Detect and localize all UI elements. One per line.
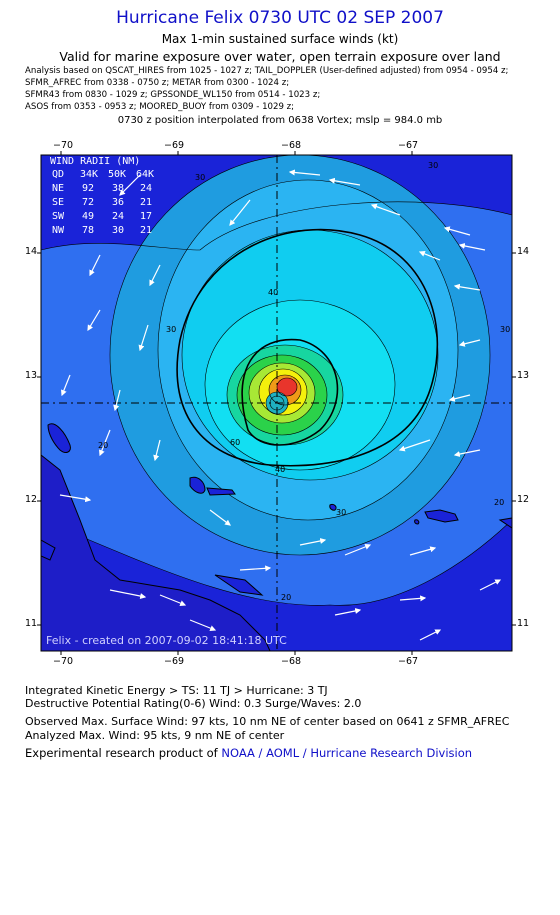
x-tick-top: −68: [281, 140, 302, 151]
x-tick-bottom: −69: [164, 656, 185, 667]
hrd-link[interactable]: NOAA / AOML / Hurricane Research Divisio…: [221, 746, 473, 760]
center-crosshair: [41, 155, 512, 651]
contour-label: 20: [494, 498, 504, 507]
wind-radii-value: 24: [140, 183, 152, 194]
wind-radii-table: WIND RADII (NM) QD 34K 50K 64K NE 92 38 …: [50, 156, 154, 236]
wind-radii-value: 92: [82, 183, 94, 194]
wind-radii-value: 21: [140, 225, 152, 236]
y-tick-left: 14: [25, 246, 38, 257]
map-subtitle-units: Max 1-min sustained surface winds (kt): [161, 32, 399, 46]
wind-radii-quadrant: SE: [52, 197, 64, 208]
y-tick-right: 11: [517, 618, 530, 629]
wind-radii-header: 64K: [136, 169, 154, 180]
x-tick-bottom: −67: [398, 656, 419, 667]
analysis-line: Analysis based on QSCAT_HIRES from 1025 …: [25, 66, 509, 76]
footer-observed-max: Observed Max. Surface Wind: 97 kts, 10 n…: [25, 715, 510, 728]
map-title: Hurricane Felix 0730 UTC 02 SEP 2007: [116, 8, 444, 28]
wind-radii-value: 17: [140, 211, 152, 222]
x-tick-top: −67: [398, 140, 419, 151]
plot-frame: [40, 154, 513, 652]
axis-ticks: [37, 151, 516, 655]
contour-label: 30: [166, 325, 176, 334]
analysis-line: ASOS from 0353 - 0953 z; MOORED_BUOY fro…: [25, 102, 295, 112]
y-tick-left: 11: [25, 618, 38, 629]
contour-label: 60: [230, 438, 240, 447]
x-tick-bottom: −68: [281, 656, 302, 667]
x-tick-top: −70: [53, 140, 74, 151]
wind-radii-value: 38: [112, 183, 124, 194]
y-tick-left: 13: [25, 370, 38, 381]
wind-radii-header: 50K: [108, 169, 126, 180]
wind-radii-quadrant: NE: [52, 183, 64, 194]
wind-band-red: [277, 378, 297, 396]
land-masses: [41, 423, 512, 651]
wind-radii-quadrant: NW: [52, 225, 65, 236]
footer-ike: Integrated Kinetic Energy > TS: 11 TJ > …: [25, 684, 328, 697]
y-tick-left: 12: [25, 494, 38, 505]
wind-radii-quadrant: SW: [52, 211, 65, 222]
wind-radii-header: 34K: [80, 169, 98, 180]
contour-label: 30: [428, 161, 438, 170]
footer-dpr: Destructive Potential Rating(0-6) Wind: …: [25, 697, 362, 710]
wind-vectors: [59, 169, 502, 641]
y-tick-right: 14: [517, 246, 530, 257]
contour-label: 20: [281, 593, 291, 602]
contour-label: 40: [275, 465, 285, 474]
y-tick-right: 13: [517, 370, 530, 381]
x-tick-top: −69: [164, 140, 185, 151]
x-tick-bottom: −70: [53, 656, 74, 667]
map-subtitle-exposure: Valid for marine exposure over water, op…: [59, 49, 501, 64]
y-tick-right: 12: [517, 494, 530, 505]
credit-text: Felix - created on 2007-09-02 18:41:18 U…: [46, 634, 287, 647]
wind-radii-value: 30: [112, 225, 124, 236]
product-prefix: Experimental research product of: [25, 746, 222, 760]
contour-label: 20: [98, 441, 108, 450]
wind-radii-value: 72: [82, 197, 94, 208]
contour-label: 30: [195, 173, 205, 182]
wind-radii-value: 36: [112, 197, 124, 208]
footer-product: Experimental research product of NOAA / …: [25, 746, 472, 760]
wind-radii-header: QD: [52, 169, 64, 180]
position-note: 0730 z position interpolated from 0638 V…: [117, 115, 443, 126]
contour-label: 30: [500, 325, 510, 334]
thick-contours: [176, 228, 439, 467]
contour-label: 30: [336, 508, 346, 517]
footer-analyzed-max: Analyzed Max. Wind: 95 kts, 9 nm NE of c…: [25, 729, 285, 742]
contour-label: 40: [268, 288, 278, 297]
wind-radii-value: 21: [140, 197, 152, 208]
analysis-line: SFMR43 from 0830 - 1029 z; GPSSONDE_WL15…: [25, 90, 321, 100]
wind-radii-value: 24: [112, 211, 124, 222]
wind-radii-title: WIND RADII (NM): [50, 156, 140, 167]
wind-radii-value: 49: [82, 211, 94, 222]
analysis-line: SFMR_AFREC from 0338 - 0750 z; METAR fro…: [25, 78, 290, 88]
wind-radii-value: 78: [82, 225, 94, 236]
